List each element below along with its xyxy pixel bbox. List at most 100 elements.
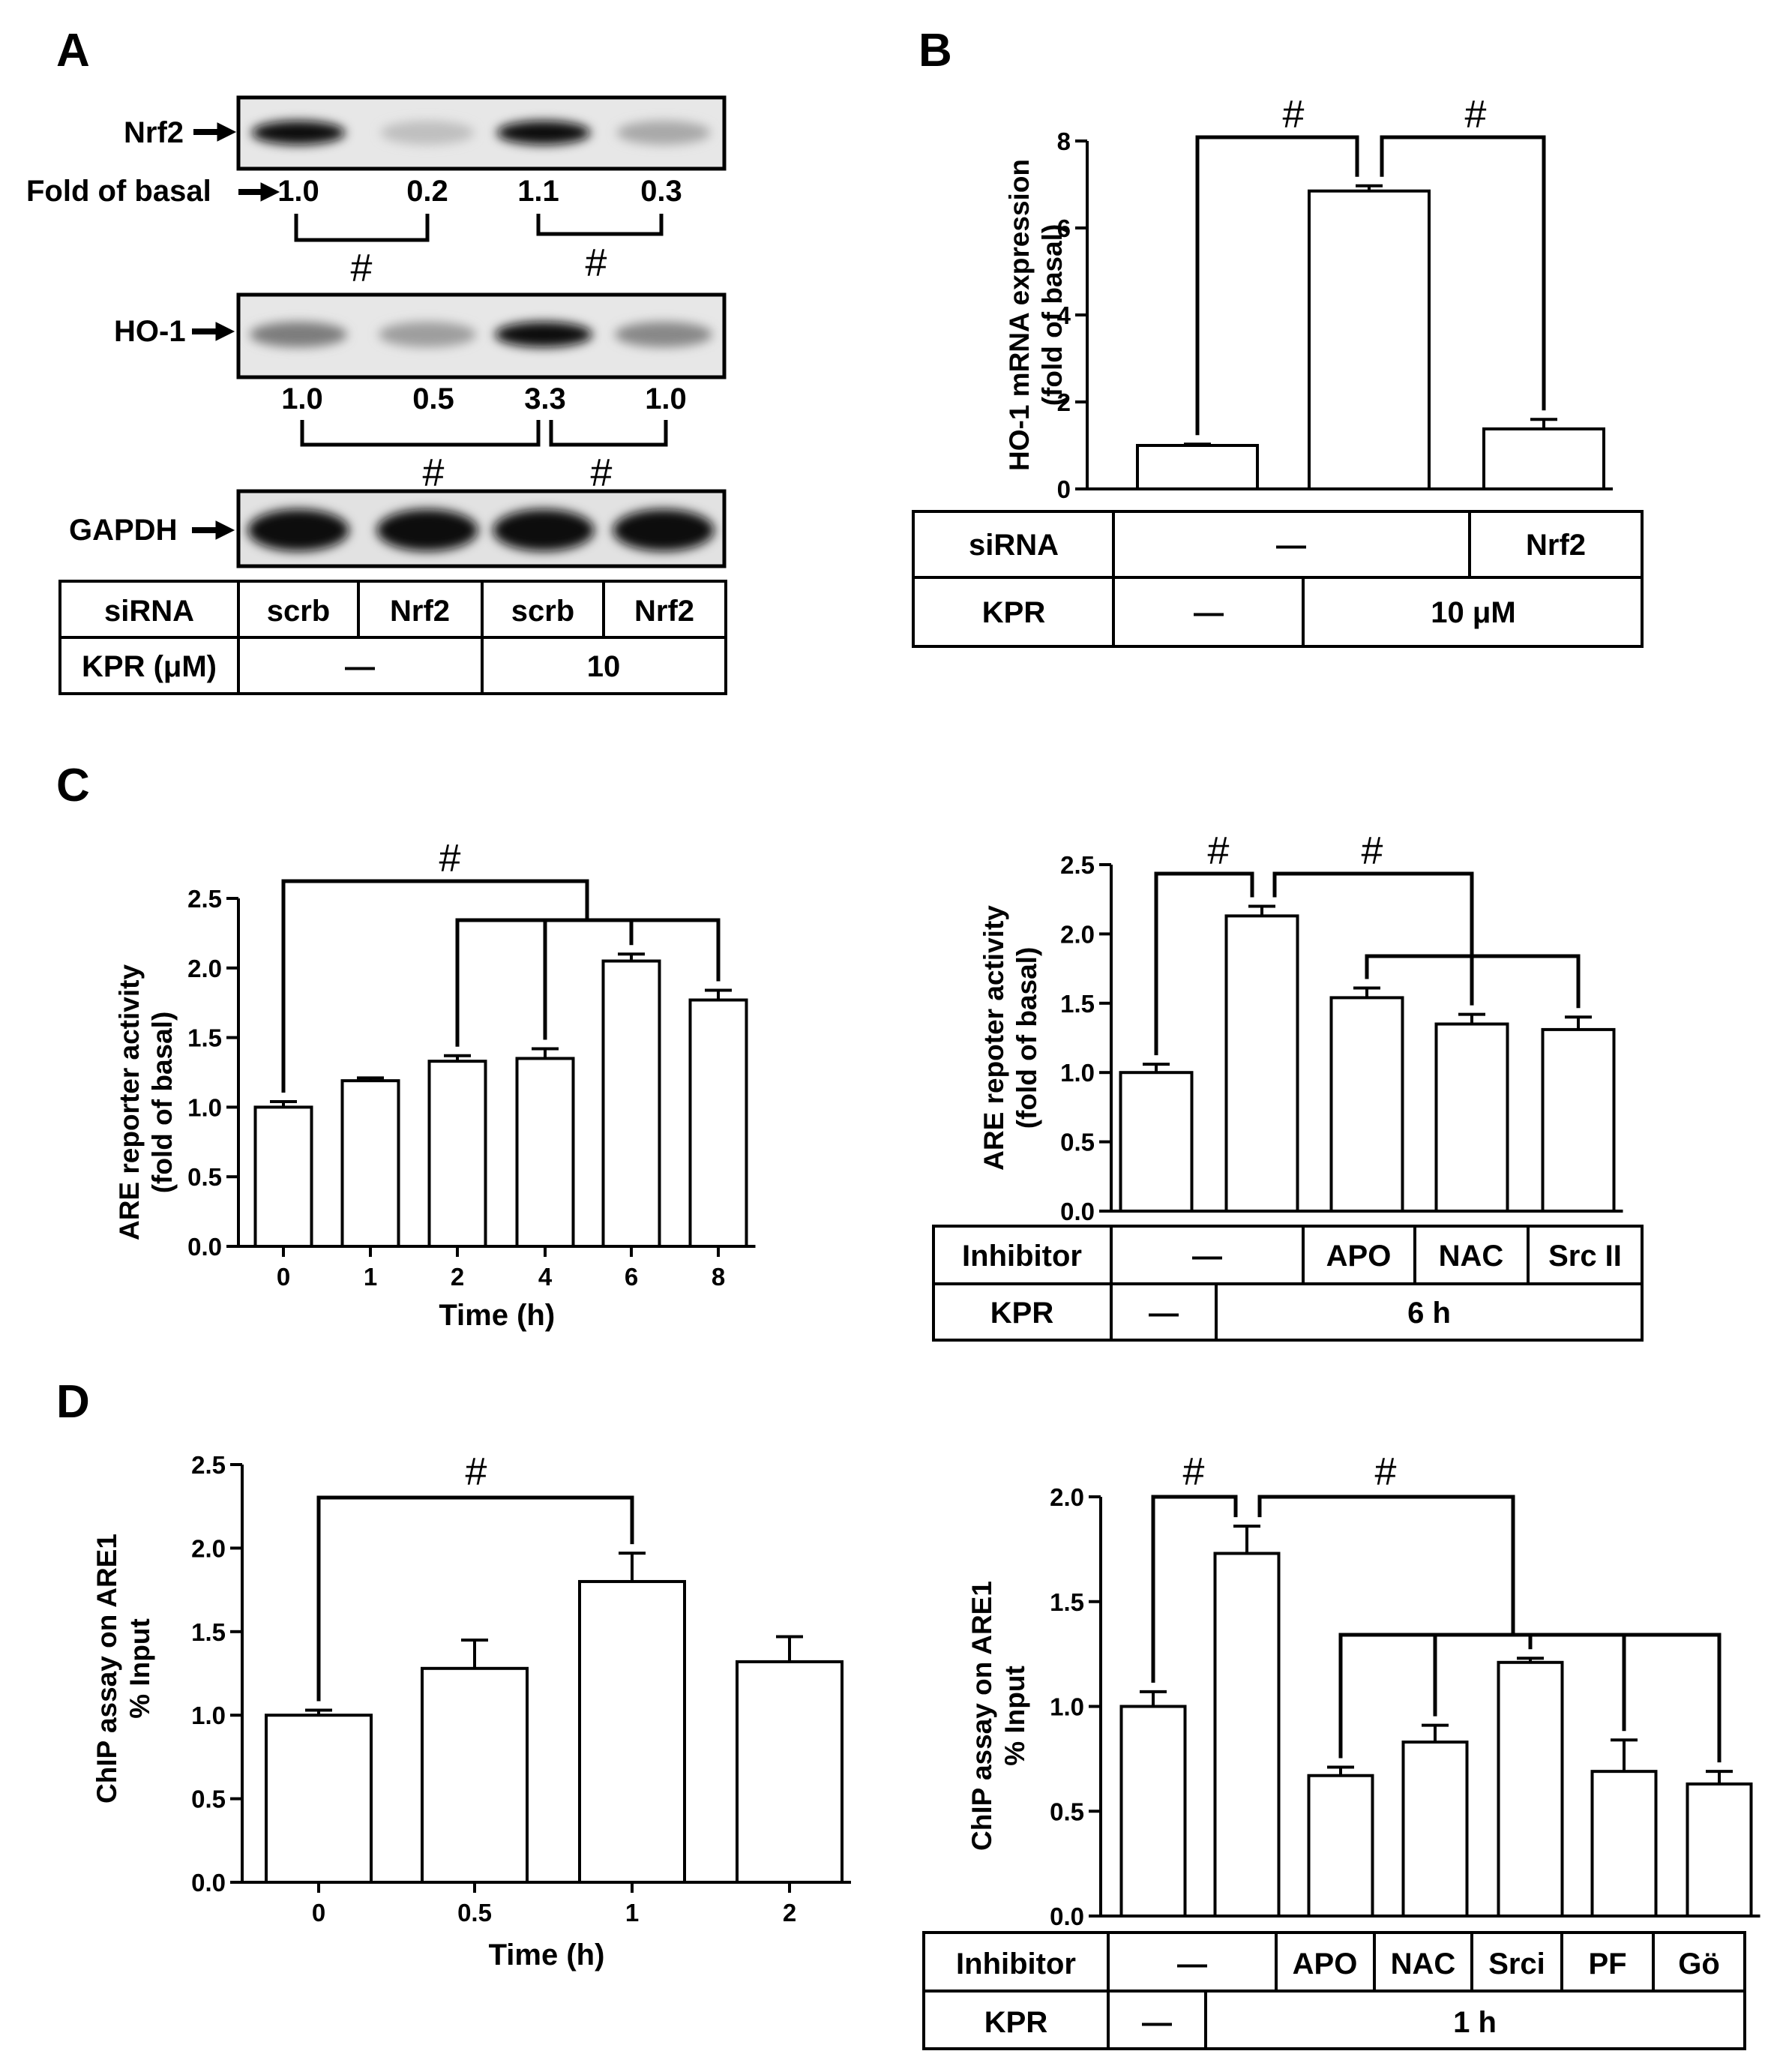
fold-of-basal-label: Fold of basal xyxy=(26,175,211,208)
panel-c1-sig: # xyxy=(439,837,461,880)
x-axis-label: Time (h) xyxy=(439,1299,555,1332)
panel-b-kpr-2: 10 μM xyxy=(1431,596,1515,629)
panel-d-label: D xyxy=(56,1376,90,1428)
panel-c-inhibitor-3: NAC xyxy=(1439,1240,1504,1273)
x-tick-label: 1 xyxy=(625,1899,639,1927)
y-tick-label: 2.5 xyxy=(191,1451,226,1479)
sig-bracket xyxy=(1257,1495,1515,1635)
ho1-fold-4: 1.0 xyxy=(645,382,687,415)
y-tick-label: 2.0 xyxy=(1050,1483,1084,1511)
panel-a-sirna-2: Nrf2 xyxy=(390,595,450,628)
y-tick-label: 1.0 xyxy=(191,1702,226,1729)
sig-bracket xyxy=(1154,871,1254,1056)
x-tick-label: 0.5 xyxy=(457,1899,492,1927)
bar-c2-4 xyxy=(1434,1022,1509,1213)
y-tick-label: 2.0 xyxy=(187,955,222,982)
y-axis-label: ARE reporter activity(fold of basal) xyxy=(114,964,178,1240)
gapdh-blot-label: GAPDH xyxy=(69,514,177,547)
blot-bands xyxy=(247,121,715,551)
panel-d-kpr-2: 1 h xyxy=(1453,2006,1497,2039)
bar-d1-2 xyxy=(421,1666,529,1884)
y-tick-label: 1.5 xyxy=(1060,990,1095,1018)
panel-a-sirna-1: scrb xyxy=(267,595,331,628)
bar-d2-4 xyxy=(1401,1741,1469,1918)
panel-c-kpr-2: 6 h xyxy=(1407,1297,1451,1330)
panel-b-label: B xyxy=(918,25,952,76)
x-tick-label: 0 xyxy=(312,1899,325,1927)
blot-band-gapdh-3 xyxy=(493,509,595,551)
panel-c-inhibitor-4: Src II xyxy=(1548,1240,1622,1273)
y-tick-label: 2 xyxy=(1057,388,1071,416)
chart-d-time: 0 0.5 1 2 0.0 0.5 1.0 1.5 2.0 2.5 ChIP assay on AR… xyxy=(91,1451,851,1972)
x-tick-label: 0 xyxy=(277,1263,290,1291)
blot-band-ho-1-3 xyxy=(495,322,592,347)
bar-d2-7 xyxy=(1686,1782,1753,1918)
bar-c2-2 xyxy=(1224,914,1299,1213)
ho1-blot-label: HO-1 xyxy=(114,315,186,348)
sig-bracket xyxy=(1272,871,1474,956)
panel-b-sig-2: # xyxy=(1465,93,1487,136)
panel-c-inhibitor-label: Inhibitor xyxy=(962,1240,1082,1273)
y-tick-label: 1.0 xyxy=(1060,1059,1095,1087)
panel-a-sirna-4: Nrf2 xyxy=(634,595,694,628)
bar-d2-1 xyxy=(1119,1705,1187,1918)
y-tick-label: 1.0 xyxy=(187,1093,222,1121)
nrf2-brackets xyxy=(294,214,664,242)
bar-d2-2 xyxy=(1213,1552,1281,1918)
x-axis-label: Time (h) xyxy=(489,1939,605,1972)
y-tick-label: 2.0 xyxy=(191,1534,226,1562)
ho1-brackets xyxy=(300,420,668,447)
blot-band-nrf2-2 xyxy=(380,121,475,145)
chart-c-inhibitor: 0.0 0.5 1.0 1.5 2.0 2.5 ARE repoter activity(f… xyxy=(978,851,1623,1225)
bar-c1-5 xyxy=(601,959,661,1249)
panel-d-inhibitor-1: — xyxy=(1177,1948,1207,1981)
y-tick-label: 0.5 xyxy=(1060,1129,1095,1156)
y-axis-label: ChIP assay on ARE1% Input xyxy=(966,1581,1030,1851)
y-axis-label: ChIP assay on ARE1% Input xyxy=(91,1534,155,1804)
panel-d2-sig-1: # xyxy=(1183,1450,1205,1494)
panel-d1-sig: # xyxy=(466,1450,487,1494)
panel-d-table xyxy=(922,1931,1746,2050)
y-axis-label: HO-1 mRNA expression(fold of basal) xyxy=(1004,159,1068,471)
blot-band-ho-1-2 xyxy=(379,322,476,347)
panel-b-kpr-1: — xyxy=(1194,596,1224,629)
panel-c-kpr-label: KPR xyxy=(990,1297,1054,1330)
panel-b-sirna-label: siRNA xyxy=(969,529,1059,562)
panel-b-table xyxy=(912,510,1644,648)
panel-d-inhibitor-label: Inhibitor xyxy=(956,1948,1076,1981)
y-tick-label: 8 xyxy=(1057,127,1071,155)
blot-band-gapdh-2 xyxy=(376,509,478,551)
blot-arrows xyxy=(192,122,280,540)
y-tick-label: 1.5 xyxy=(191,1618,226,1646)
panel-d-inhibitor-4: Srci xyxy=(1488,1948,1545,1981)
sig-bracket xyxy=(1151,1495,1238,1683)
panel-d-inhibitor-6: Gö xyxy=(1678,1948,1720,1981)
y-tick-label: 4 xyxy=(1057,301,1071,329)
x-tick-label: 2 xyxy=(451,1263,464,1291)
x-tick-label: 1 xyxy=(364,1263,377,1291)
x-tick-label: 8 xyxy=(712,1263,725,1291)
chart-c-time: 0 1 2 4 6 8 0.0 0.5 1.0 1.5 2.0 2.5 ARE reporter act… xyxy=(114,879,756,1332)
bar-d2-3 xyxy=(1307,1774,1374,1918)
y-tick-label: 0.5 xyxy=(1050,1798,1084,1825)
sig-bracket xyxy=(281,879,589,1093)
blot-band-nrf2-4 xyxy=(616,121,711,145)
bar-b-3 xyxy=(1482,427,1605,491)
sig-bracket xyxy=(1380,135,1546,411)
bar-c1-3 xyxy=(427,1060,487,1248)
bar-c1-4 xyxy=(515,1057,575,1248)
ho1-fold-2: 0.5 xyxy=(412,382,454,415)
y-tick-label: 0.0 xyxy=(191,1869,226,1897)
y-tick-label: 0.0 xyxy=(1050,1903,1084,1930)
panel-d-inhibitor-3: NAC xyxy=(1391,1948,1456,1981)
panel-c2-sig-1: # xyxy=(1208,829,1230,873)
y-tick-label: 0.5 xyxy=(191,1786,226,1813)
ho1-fold-1: 1.0 xyxy=(281,382,323,415)
panel-b-sirna-1: — xyxy=(1276,529,1306,562)
blot-band-ho-1-4 xyxy=(615,322,712,347)
sig-bracket xyxy=(316,1495,634,1702)
panel-a-kpr-1: — xyxy=(345,650,375,683)
y-tick-label: 1.5 xyxy=(187,1024,222,1052)
blot-band-gapdh-4 xyxy=(613,509,715,551)
